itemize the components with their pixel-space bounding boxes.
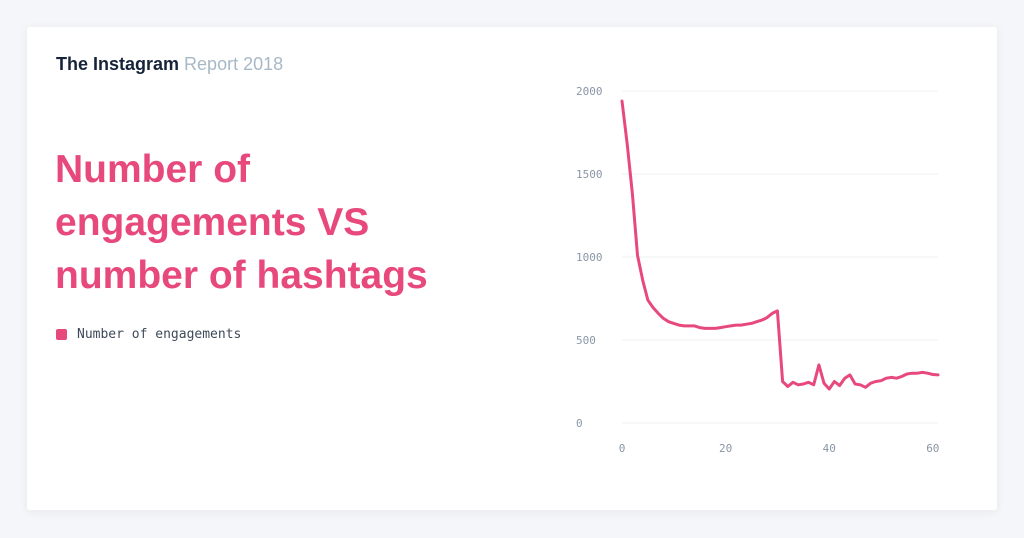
headline-line-3: number of hashtags — [55, 254, 428, 297]
brand-subtitle: Report 2018 — [184, 54, 284, 74]
legend-swatch — [56, 329, 67, 340]
y-tick-label-2000: 2000 — [576, 85, 603, 98]
x-tick-label-60: 60 — [926, 442, 939, 455]
y-tick-label-500: 500 — [576, 334, 596, 347]
x-tick-label-40: 40 — [823, 442, 836, 455]
chart-legend: Number of engagements — [56, 327, 241, 342]
x-tick-label-0: 0 — [619, 442, 626, 455]
x-tick-label-20: 20 — [719, 442, 732, 455]
chart-headline: Number of engagements VS number of hasht… — [55, 143, 475, 302]
y-tick-label-1500: 1500 — [576, 168, 603, 181]
y-tick-label-1000: 1000 — [576, 251, 603, 264]
headline-line-2: engagements VS — [55, 201, 370, 244]
brand-title: The Instagram — [56, 54, 180, 74]
y-tick-label-0: 0 — [576, 417, 583, 430]
series-line-engagements — [620, 99, 940, 391]
report-brand: The Instagram Report 2018 — [56, 53, 283, 75]
legend-label: Number of engagements — [77, 327, 242, 342]
headline-line-1: Number of — [55, 148, 250, 191]
report-card — [27, 27, 997, 510]
